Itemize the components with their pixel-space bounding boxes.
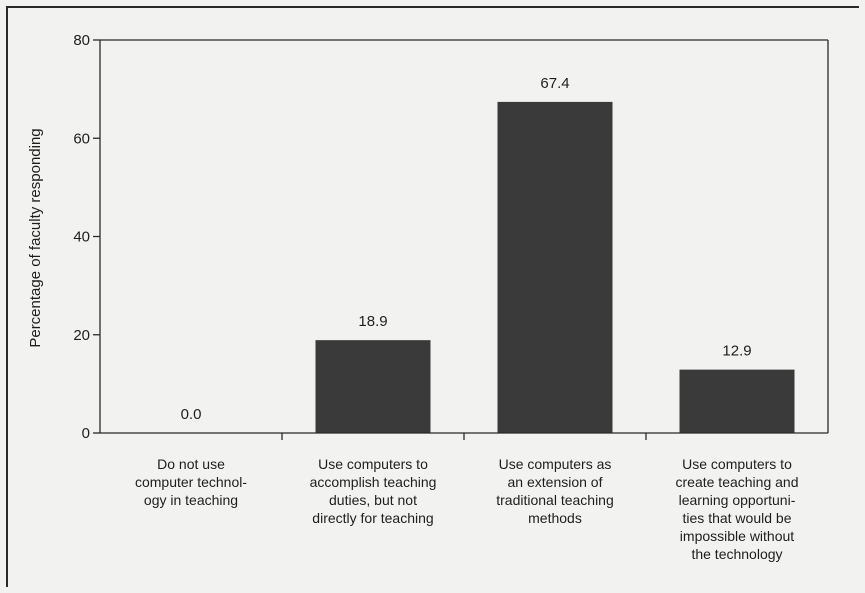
bar-value-label: 18.9 bbox=[358, 313, 387, 330]
x-category-label: Use computers as an extension of tradition… bbox=[496, 456, 614, 526]
y-tick-label: 0 bbox=[82, 425, 90, 442]
bar-value-label: 0.0 bbox=[181, 406, 202, 423]
x-category-label: Use computers to accomplish teaching dutie… bbox=[310, 456, 437, 526]
y-tick-label: 60 bbox=[73, 130, 90, 147]
y-tick-label: 40 bbox=[73, 229, 90, 246]
y-axis-title: Percentage of faculty responding bbox=[27, 128, 44, 347]
bar-value-label: 67.4 bbox=[540, 75, 569, 92]
bar bbox=[679, 369, 795, 433]
bar bbox=[497, 101, 613, 434]
y-tick-label: 80 bbox=[73, 32, 90, 49]
x-category-label: Do not use computer technol-ogy in teachi… bbox=[135, 456, 247, 508]
bar bbox=[315, 340, 431, 433]
bar-value-label: 12.9 bbox=[722, 343, 751, 360]
y-tick-label: 20 bbox=[73, 327, 90, 344]
figure-frame bbox=[6, 6, 859, 587]
x-category-label: Use computers to create teaching and learn… bbox=[676, 456, 799, 562]
